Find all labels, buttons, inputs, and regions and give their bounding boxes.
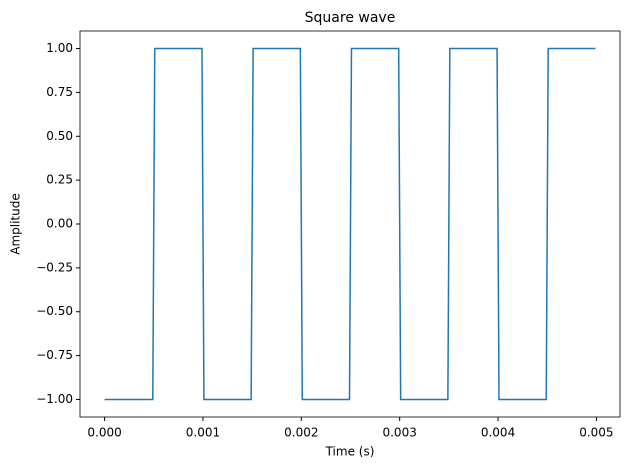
x-axis-label: Time (s)	[325, 445, 375, 459]
y-axis-label: Amplitude	[9, 193, 23, 255]
y-tick-label: −0.25	[36, 260, 73, 274]
y-tick-label: 0.50	[46, 129, 73, 143]
y-tick-label: 0.00	[46, 217, 73, 231]
y-tick-label: 0.25	[46, 173, 73, 187]
y-tick-label: −1.00	[36, 392, 73, 406]
x-tick-label: 0.002	[284, 426, 318, 440]
plot-frame	[79, 30, 621, 418]
y-tick-label: 1.00	[46, 41, 73, 55]
chart-title: Square wave	[305, 10, 396, 26]
y-tick-label: 0.75	[46, 85, 73, 99]
x-tick-label: 0.005	[579, 426, 613, 440]
x-tick-label: 0.004	[481, 426, 515, 440]
line	[104, 47, 596, 401]
y-tick-label: −0.50	[36, 304, 73, 318]
x-tick-label: 0.001	[186, 426, 220, 440]
x-tick-label: 0.003	[382, 426, 416, 440]
x-tick-label: 0.000	[87, 426, 121, 440]
y-tick-label: −0.75	[36, 348, 73, 362]
